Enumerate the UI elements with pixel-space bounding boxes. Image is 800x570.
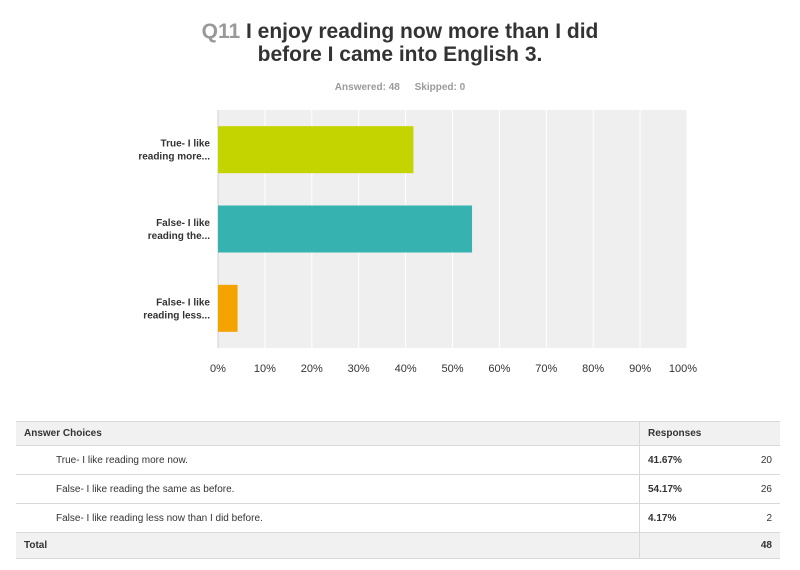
x-tick-label: 0% xyxy=(210,363,226,375)
answered-count: Answered: 48 xyxy=(334,82,400,93)
category-label: False- I like reading less... xyxy=(143,297,210,321)
header-answer-choices: Answer Choices xyxy=(16,421,640,446)
bar-chart: True- I like reading more... False- I like… xyxy=(138,110,697,375)
x-tick-label: 30% xyxy=(348,363,370,375)
category-label-line: False- I like xyxy=(156,218,210,229)
category-label: False- I like reading the... xyxy=(148,218,211,242)
table-row: False- I like reading the same as before… xyxy=(16,474,780,504)
category-label: True- I like reading more... xyxy=(138,139,210,163)
x-tick-label: 90% xyxy=(629,363,651,375)
header-responses: Responses xyxy=(639,421,746,446)
category-label-line: reading the... xyxy=(148,231,210,242)
x-tick-label: 20% xyxy=(301,363,323,375)
response-count: 2 xyxy=(746,503,780,533)
x-tick-label: 60% xyxy=(488,363,510,375)
table-header-row: Answer Choices Responses xyxy=(16,421,780,446)
answer-choice: True- I like reading more now. xyxy=(16,445,640,475)
table-row: True- I like reading more now. 41.67% 20 xyxy=(16,445,780,475)
x-tick-label: 80% xyxy=(582,363,604,375)
title-line-2: before I came into English 3. xyxy=(257,43,543,66)
response-percent: 41.67% xyxy=(639,445,746,475)
x-tick-label: 70% xyxy=(535,363,557,375)
total-spacer xyxy=(639,532,746,559)
category-label-line: False- I like xyxy=(156,297,210,308)
total-row: Total 48 xyxy=(16,532,780,559)
x-tick-label: 40% xyxy=(395,363,417,375)
category-label-line: reading more... xyxy=(138,152,210,163)
total-count: 48 xyxy=(746,532,780,559)
x-tick-label: 100% xyxy=(669,363,697,375)
title-line-1: Q11 I enjoy reading now more than I did xyxy=(0,20,800,43)
bar xyxy=(218,284,238,332)
response-percent: 4.17% xyxy=(639,503,746,533)
question-number: Q11 xyxy=(201,20,241,43)
category-label-line: True- I like xyxy=(161,139,211,150)
response-percent: 54.17% xyxy=(639,474,746,504)
response-count: 20 xyxy=(746,445,780,475)
x-tick-label: 50% xyxy=(441,363,463,375)
answer-choice: False- I like reading the same as before… xyxy=(16,474,640,504)
table-row: False- I like reading less now than I di… xyxy=(16,503,780,533)
response-count: 26 xyxy=(746,474,780,504)
question-title: Q11 I enjoy reading now more than I did … xyxy=(0,20,800,66)
total-label: Total xyxy=(16,532,640,559)
bar xyxy=(218,205,473,253)
responses-table: Answer Choices Responses True- I like re… xyxy=(16,421,780,559)
category-label-line: reading less... xyxy=(143,310,210,321)
skipped-count: Skipped: 0 xyxy=(414,82,466,93)
title-text-1: I enjoy reading now more than I did xyxy=(246,20,599,43)
header-count xyxy=(746,421,780,446)
response-stats: Answered: 48 Skipped: 0 xyxy=(0,82,800,93)
answer-choice: False- I like reading less now than I di… xyxy=(16,503,640,533)
bar xyxy=(218,126,414,174)
x-tick-label: 10% xyxy=(254,363,276,375)
